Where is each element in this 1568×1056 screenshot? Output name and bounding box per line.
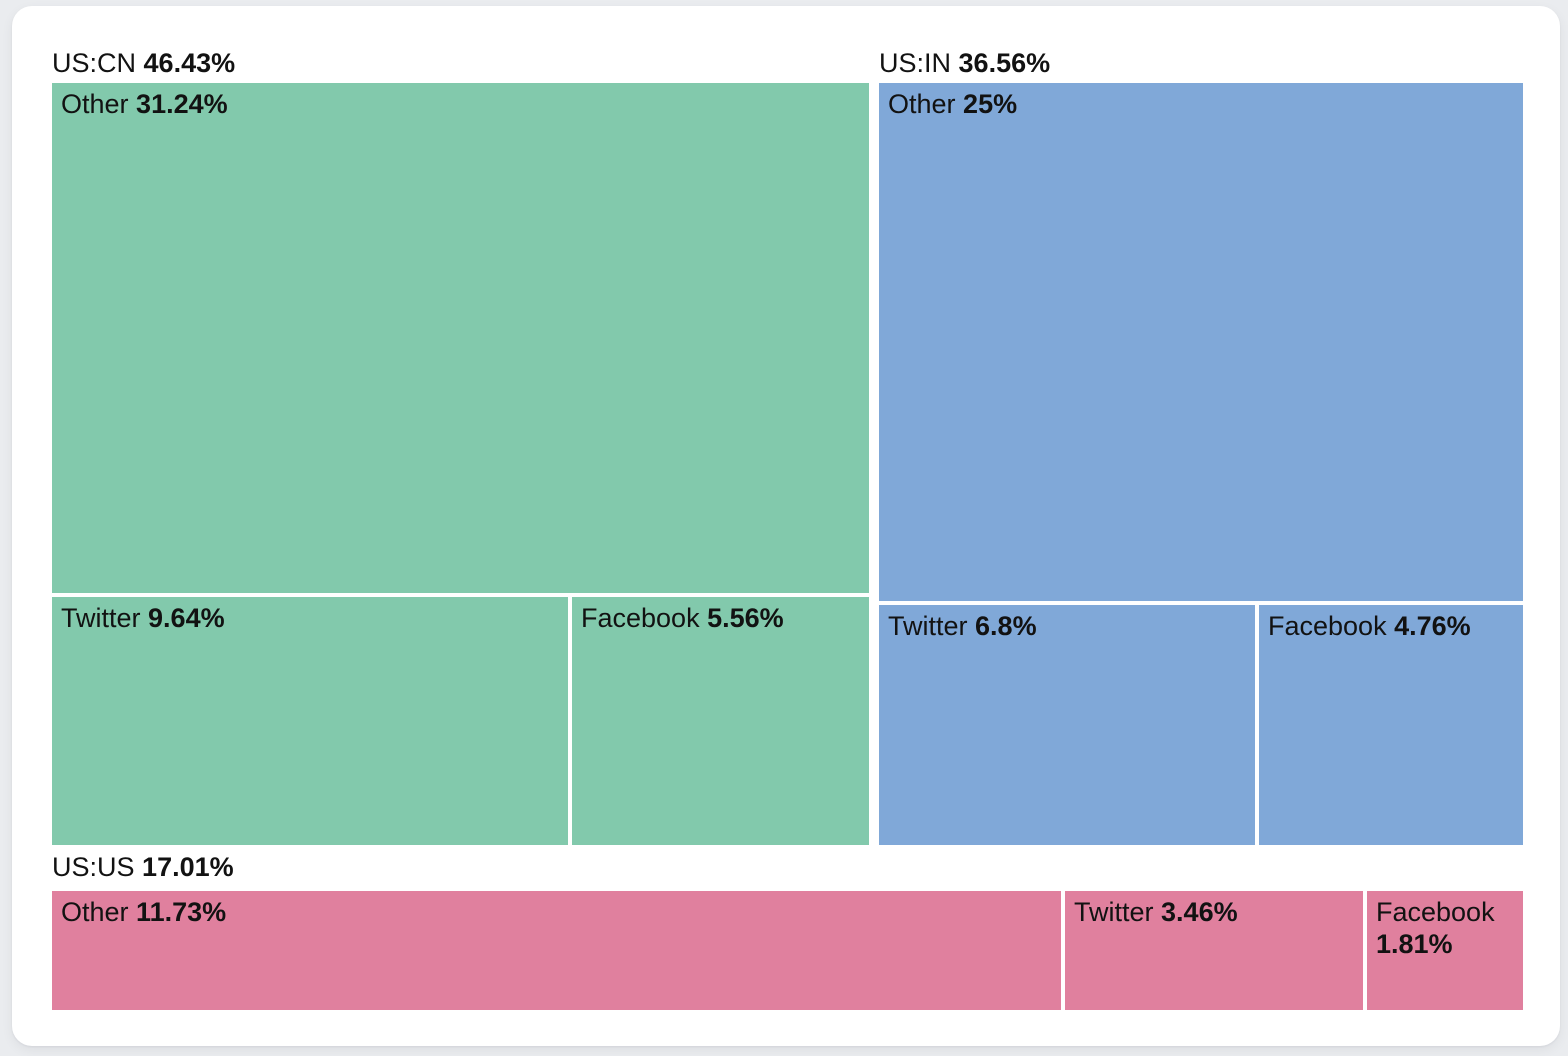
- cell-value: 5.56%: [707, 603, 784, 633]
- cell-value: 25%: [963, 89, 1018, 119]
- treemap-cell-us-in-twitter[interactable]: Twitter 6.8%: [879, 605, 1255, 845]
- treemap-cell-us-us-facebook[interactable]: Facebook 1.81%: [1367, 891, 1523, 1010]
- group-name: US:CN: [52, 48, 137, 78]
- treemap-card: US:CN 46.43% US:IN 36.56% Other 31.24% Twit…: [12, 6, 1560, 1046]
- cell-label: Other 25%: [879, 83, 1523, 121]
- group-label-us-cn: US:CN 46.43%: [52, 48, 235, 83]
- cell-label: Other 11.73%: [52, 891, 1061, 929]
- cell-value: 1.81%: [1376, 928, 1453, 959]
- cell-value: 4.76%: [1394, 611, 1471, 641]
- cell-label: Twitter 9.64%: [52, 597, 568, 635]
- cell-name: Twitter: [1074, 897, 1154, 927]
- cell-name: Twitter: [888, 611, 968, 641]
- cell-name: Facebook: [1268, 611, 1387, 641]
- treemap-cell-us-cn-facebook[interactable]: Facebook 5.56%: [572, 597, 869, 845]
- cell-value: 9.64%: [148, 603, 225, 633]
- treemap-cell-us-us-other[interactable]: Other 11.73%: [52, 891, 1061, 1010]
- cell-label: Twitter 3.46%: [1065, 891, 1363, 929]
- cell-value: 11.73%: [136, 897, 227, 927]
- cell-name: Other: [61, 897, 129, 927]
- group-name: US:IN: [879, 48, 952, 78]
- treemap-cell-us-in-other[interactable]: Other 25%: [879, 83, 1523, 601]
- group-value: 36.56%: [958, 48, 1051, 78]
- cell-value: 6.8%: [975, 611, 1037, 641]
- treemap-cell-us-us-twitter[interactable]: Twitter 3.46%: [1065, 891, 1363, 1010]
- cell-value: 31.24%: [136, 89, 228, 119]
- group-value: 17.01%: [142, 852, 234, 882]
- cell-value: 3.46%: [1161, 897, 1238, 927]
- group-value: 46.43%: [143, 48, 236, 78]
- cell-name: Other: [61, 89, 129, 119]
- cell-label: Twitter 6.8%: [879, 605, 1255, 643]
- treemap-cell-us-cn-twitter[interactable]: Twitter 9.64%: [52, 597, 568, 845]
- cell-name: Facebook: [1376, 897, 1495, 927]
- cell-name: Facebook: [581, 603, 700, 633]
- treemap-cell-us-in-facebook[interactable]: Facebook 4.76%: [1259, 605, 1523, 845]
- cell-name: Other: [888, 89, 956, 119]
- treemap-cell-us-cn-other[interactable]: Other 31.24%: [52, 83, 869, 593]
- group-name: US:US: [52, 852, 135, 882]
- cell-label: Facebook 1.81%: [1367, 891, 1523, 961]
- cell-label: Facebook 4.76%: [1259, 605, 1523, 643]
- group-label-us-in: US:IN 36.56%: [879, 48, 1050, 83]
- treemap-chart: US:CN 46.43% US:IN 36.56% Other 31.24% Twit…: [52, 48, 1523, 1010]
- cell-name: Twitter: [61, 603, 141, 633]
- cell-label: Facebook 5.56%: [572, 597, 869, 635]
- group-label-us-us: US:US 17.01%: [52, 852, 234, 887]
- cell-label: Other 31.24%: [52, 83, 869, 121]
